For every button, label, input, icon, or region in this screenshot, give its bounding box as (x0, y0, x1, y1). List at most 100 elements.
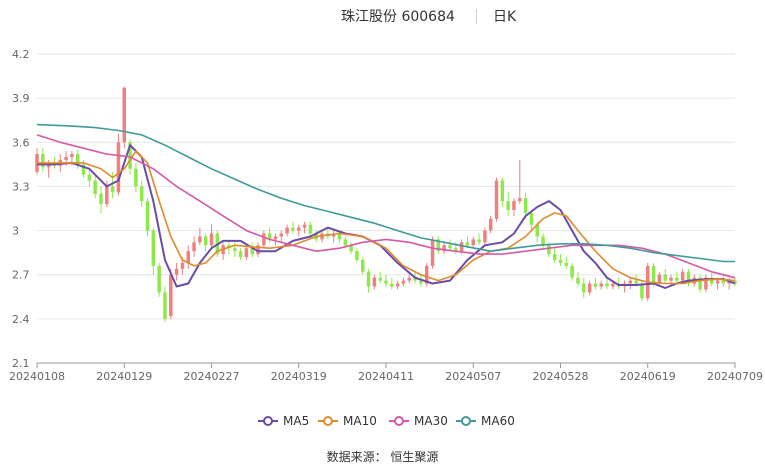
candle-body (267, 233, 272, 240)
candle-body (436, 239, 441, 252)
ma-layer (36, 123, 736, 289)
candle (518, 159, 522, 205)
candle-body (349, 245, 353, 252)
candle-body (145, 201, 150, 231)
candle-body (663, 274, 667, 281)
candle-body (169, 274, 173, 316)
candle-body (163, 292, 167, 319)
candle-body (593, 283, 598, 287)
candle (244, 245, 249, 260)
candle-body (430, 239, 435, 266)
candle (605, 277, 609, 290)
candle-body (262, 233, 266, 246)
legend-item-ma60[interactable]: MA60 (455, 412, 515, 430)
candle-body (657, 274, 662, 284)
candle-body (297, 227, 301, 231)
candle (721, 274, 726, 287)
candle (436, 236, 441, 255)
legend-item-ma30[interactable]: MA30 (388, 412, 448, 430)
candle (110, 171, 115, 199)
candle (669, 274, 673, 287)
candle (442, 242, 446, 255)
legend-label: MA10 (343, 414, 377, 428)
ma10-line (37, 150, 736, 285)
candle (209, 224, 214, 249)
legend-label: MA30 (414, 414, 448, 428)
candle-body (640, 283, 644, 299)
candle-body (518, 198, 522, 202)
candle (273, 233, 278, 246)
candle-body (611, 283, 615, 287)
candle (157, 262, 161, 297)
candle (483, 227, 487, 246)
candle (262, 230, 266, 249)
candle (35, 148, 39, 175)
candle-body (366, 271, 371, 287)
candle-body (506, 201, 510, 210)
ma30-line (36, 134, 736, 279)
candle (523, 192, 528, 219)
candle-body (605, 283, 609, 287)
candle-body (180, 262, 185, 269)
x-tick-label: 20240411 (358, 370, 414, 383)
y-tick-label: 3.9 (12, 92, 30, 105)
candle-body (628, 280, 633, 284)
candle-body (343, 239, 348, 246)
candle (151, 227, 156, 275)
candle-body (378, 277, 382, 281)
candle (308, 221, 313, 237)
candle-body (523, 198, 528, 213)
candle (250, 242, 254, 258)
legend-item-ma5[interactable]: MA5 (257, 412, 309, 430)
candle (488, 215, 493, 234)
legend-swatch-marker (394, 416, 404, 426)
candle-body (535, 224, 539, 237)
candle-body (442, 245, 446, 252)
candle-body (686, 271, 691, 284)
candle (500, 177, 505, 208)
candle (122, 86, 126, 149)
candle (139, 180, 144, 208)
candle-body (471, 239, 475, 246)
candle-body (424, 265, 429, 284)
x-tick-label: 20240619 (620, 370, 676, 383)
y-tick-label: 2.7 (12, 269, 30, 282)
candle (198, 227, 202, 246)
candle (477, 233, 481, 246)
candle-body (203, 236, 208, 246)
candle-body (459, 242, 464, 252)
candle (360, 257, 365, 275)
legend-swatch-marker (323, 416, 333, 426)
candle-body (93, 180, 97, 194)
candle-body (360, 260, 365, 272)
y-tick-label: 2.4 (12, 313, 30, 326)
candle (93, 174, 97, 199)
candle (675, 271, 679, 284)
candle-body (105, 186, 109, 205)
candle (87, 168, 92, 187)
candle (134, 162, 138, 193)
candle-body (75, 154, 80, 165)
candle-body (238, 251, 243, 258)
candle (541, 233, 545, 249)
candle-body (483, 230, 487, 243)
candle-body (599, 283, 603, 287)
candle (105, 180, 109, 208)
candle (558, 254, 563, 266)
candle-body (564, 262, 569, 266)
candle-body (192, 242, 196, 252)
candle-body (413, 277, 417, 281)
candle-body (395, 283, 400, 287)
legend-swatch (389, 416, 409, 426)
candle-body (372, 277, 377, 287)
candle-body (41, 154, 45, 168)
legend-item-ma10[interactable]: MA10 (317, 412, 377, 430)
candle (430, 236, 435, 269)
candle (686, 268, 691, 287)
candle (448, 239, 452, 252)
candle-body (122, 87, 126, 143)
x-tick-label: 20240227 (184, 370, 240, 383)
candle-body (186, 251, 190, 263)
candle-body (157, 265, 161, 293)
candle-body (552, 254, 557, 260)
